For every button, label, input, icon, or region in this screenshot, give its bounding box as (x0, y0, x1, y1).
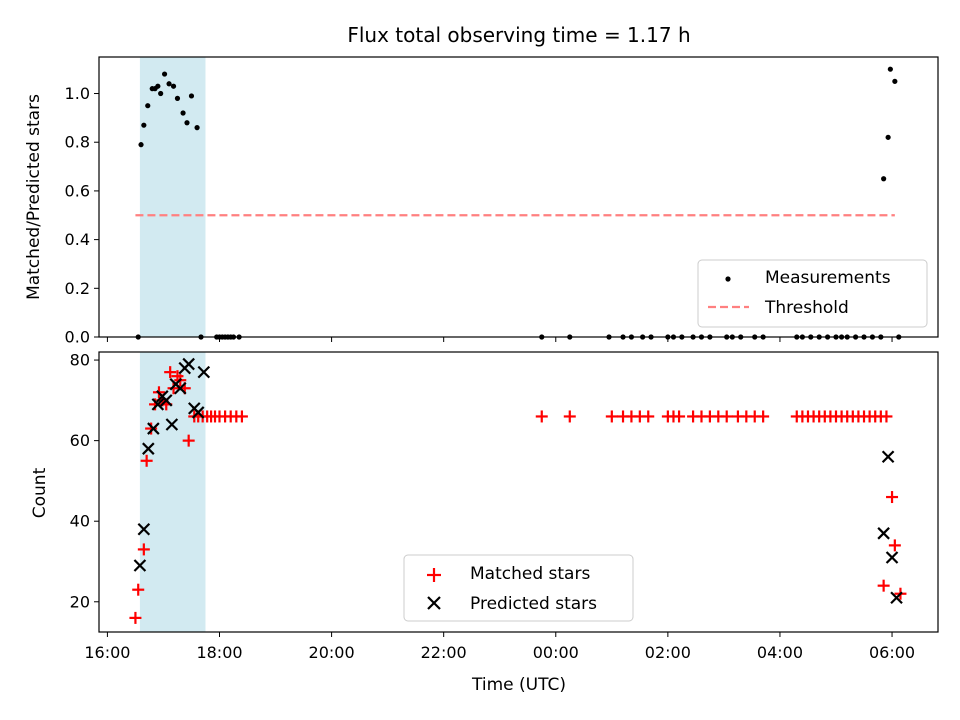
top-plot-frame (98, 56, 939, 338)
matched-star-point (880, 410, 893, 423)
matched-star-point (145, 422, 158, 435)
top-x-ticks (106, 337, 893, 342)
x-tick-label: 18:00 (196, 643, 242, 662)
x-tick-label: 22:00 (421, 643, 467, 662)
predicted-star-point (881, 450, 895, 464)
predicted-star-point (137, 522, 151, 536)
legend-label-measurements: Measurements (765, 268, 891, 288)
top-legend: Measurements Threshold (697, 259, 928, 328)
x-tick-label: 20:00 (309, 643, 355, 662)
top-shaded-region (139, 57, 206, 337)
bottom-y-tick-label: 60 (70, 431, 90, 450)
x-tick-label: 00:00 (533, 643, 579, 662)
top-y-axis-label: Matched/Predicted stars (24, 94, 44, 300)
matched-star-point (129, 611, 142, 624)
predicted-star-point (197, 365, 211, 379)
bottom-y-axis-label: Count (30, 467, 50, 518)
measurement-point (887, 66, 893, 72)
bottom-y-tick-label: 40 (70, 512, 90, 531)
measurement-point (170, 83, 177, 89)
measurement-point (158, 90, 164, 97)
x-tick-label: 02:00 (645, 643, 691, 662)
predicted-star-point (147, 422, 160, 435)
x-axis-label: Time (UTC) (471, 675, 566, 695)
legend-marker-matched-stars (427, 568, 441, 582)
matched-star-point (167, 382, 180, 395)
legend-marker-measurements (725, 276, 731, 282)
predicted-star-point (133, 559, 147, 572)
measurement-point (138, 142, 144, 148)
legend-label-matched-stars: Matched stars (470, 564, 590, 584)
matched-star-point (605, 410, 618, 423)
matched-star-point (182, 434, 195, 447)
matched-star-point (164, 366, 177, 379)
bottom-panel: 20 40 60 80 16:00 18:00 20:00 22:00 00:00 02:00 0… (30, 351, 939, 695)
legend-label-predicted-stars: Predicted stars (470, 594, 597, 614)
predicted-star-point (173, 381, 187, 395)
measurement-point (145, 103, 151, 109)
top-y-tick-label: 1.0 (65, 84, 90, 103)
matched-star-point (642, 410, 655, 423)
measurement-point (174, 95, 181, 101)
predicted-star-point (191, 406, 205, 419)
predicted-star-point (885, 551, 899, 564)
matched-star-point (563, 410, 576, 423)
predicted-star-point (182, 357, 195, 371)
matched-star-point (888, 539, 901, 552)
top-y-ticks: 0.0 0.2 0.4 0.6 0.8 1.0 (65, 84, 99, 347)
matched-star-point (535, 410, 548, 423)
top-y-tick-label: 0.6 (65, 181, 90, 200)
predicted-star-point (151, 398, 165, 411)
top-y-tick-label: 0.2 (65, 279, 90, 298)
measurement-point (194, 125, 200, 131)
measurement-point (155, 83, 161, 89)
measurement-point (881, 176, 887, 182)
bottom-y-tick-label: 80 (70, 351, 90, 370)
predicted-star-point (165, 418, 179, 431)
predicted-star-point (890, 591, 903, 605)
matched-star-point (235, 410, 248, 423)
predicted-stars-points (133, 357, 903, 605)
bottom-shaded-region (139, 352, 206, 632)
measurement-point (180, 110, 186, 116)
predicted-star-point (159, 394, 173, 407)
matched-star-point (132, 583, 145, 596)
matched-star-point (137, 543, 150, 556)
measurement-point (892, 78, 898, 84)
measurement-point (141, 122, 147, 128)
x-tick-label: 04:00 (757, 643, 803, 662)
measurement-point (184, 120, 190, 126)
matched-star-point (757, 410, 770, 423)
legend-marker-predicted-stars (427, 596, 441, 610)
top-y-tick-label: 0.8 (65, 133, 90, 152)
bottom-x-ticks: 16:00 18:00 20:00 22:00 00:00 02:00 04:00 06:00 (84, 632, 915, 662)
legend-label-threshold: Threshold (764, 298, 849, 318)
top-panel: 0.0 0.2 0.4 0.6 0.8 1.0 Matched/Predicted sta… (24, 56, 939, 347)
matched-star-point (886, 491, 899, 504)
measurement-point (188, 93, 195, 99)
measurement-point (166, 81, 172, 87)
measurement-point (161, 71, 168, 77)
matched-star-point (673, 410, 686, 423)
predicted-star-point (142, 442, 155, 455)
x-tick-label: 06:00 (869, 643, 915, 662)
chart-title: Flux total observing time = 1.17 h (347, 23, 690, 47)
bottom-y-ticks: 20 40 60 80 (70, 351, 99, 611)
top-legend-box (697, 259, 928, 328)
bottom-plot-frame (98, 351, 939, 633)
top-y-tick-label: 0.4 (65, 230, 90, 249)
bottom-y-tick-label: 20 (70, 592, 90, 611)
x-tick-label: 16:00 (84, 643, 130, 662)
matched-star-point (877, 579, 890, 592)
top-y-tick-label: 0.0 (65, 328, 90, 347)
measurement-point (885, 134, 891, 140)
predicted-star-point (877, 527, 890, 540)
matched-star-point (140, 454, 153, 467)
bottom-legend-box (403, 554, 634, 622)
matched-star-point (720, 410, 733, 423)
bottom-legend: Matched stars Predicted stars (403, 554, 634, 622)
